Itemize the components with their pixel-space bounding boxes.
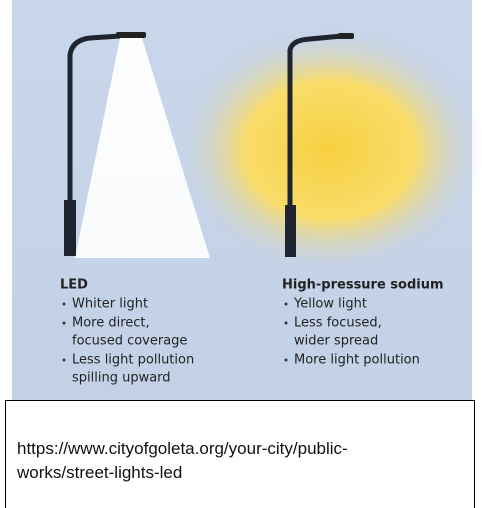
sodium-lamp xyxy=(338,33,354,39)
column-title: High-pressure sodium xyxy=(282,278,444,293)
caption: https://www.cityofgoleta.org/your-city/p… xyxy=(5,400,475,508)
bullet-text: wider spread xyxy=(294,334,378,349)
sodium-pole-base xyxy=(285,205,296,257)
bullet-text: More light pollution xyxy=(294,353,420,368)
page: LED Whiter light More direct, focused cover… xyxy=(0,0,482,508)
bullet-dot xyxy=(63,322,66,325)
bullet-text: focused coverage xyxy=(72,334,187,349)
bullet-dot xyxy=(63,303,66,306)
bullet-text: More direct, xyxy=(72,316,150,331)
bullet-dot xyxy=(285,303,288,306)
bullet-text: Less light pollution xyxy=(72,353,194,368)
sodium-glow xyxy=(175,25,482,275)
column-title: LED xyxy=(60,278,88,293)
caption-line: works/street-lights-led xyxy=(17,461,474,485)
led-pole-base xyxy=(64,200,76,256)
bullet-dot xyxy=(285,359,288,362)
bullet-dot xyxy=(285,322,288,325)
illustration: LED Whiter light More direct, focused cover… xyxy=(0,0,482,400)
bullet-text: Yellow light xyxy=(293,297,367,312)
bullet-dot xyxy=(63,359,66,362)
led-lamp xyxy=(116,32,146,38)
caption-line: https://www.cityofgoleta.org/your-city/p… xyxy=(17,437,474,461)
bullet-text: spilling upward xyxy=(72,371,171,386)
bullet-text: Whiter light xyxy=(72,297,148,312)
bullet-text: Less focused, xyxy=(294,316,382,331)
